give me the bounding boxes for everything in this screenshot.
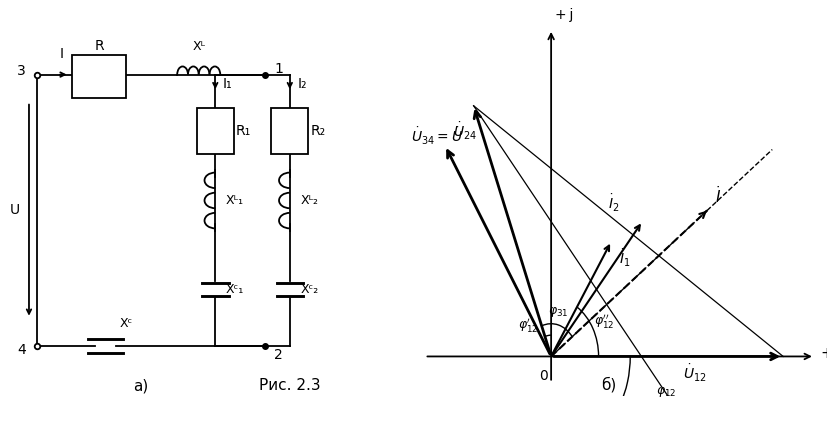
- Text: Xᴸ₂: Xᴸ₂: [300, 194, 318, 207]
- Text: Рис. 2.3: Рис. 2.3: [259, 378, 320, 393]
- Text: 1: 1: [274, 62, 283, 76]
- Text: $\dot{U}_{24}$: $\dot{U}_{24}$: [452, 121, 476, 142]
- Text: +: +: [819, 346, 827, 361]
- Text: + j: + j: [554, 8, 573, 22]
- Text: Xᶜ₁: Xᶜ₁: [226, 283, 244, 296]
- Bar: [271, 107, 308, 154]
- Text: R: R: [94, 39, 104, 53]
- Text: 4: 4: [17, 343, 26, 357]
- Text: $\varphi_{12}'$: $\varphi_{12}'$: [518, 316, 538, 334]
- Text: 0: 0: [538, 369, 547, 383]
- Text: б): б): [600, 376, 616, 392]
- Text: 2: 2: [274, 349, 283, 362]
- Bar: [73, 55, 127, 98]
- Text: Xᴸ₁: Xᴸ₁: [226, 194, 243, 207]
- Bar: [197, 107, 234, 154]
- Text: I₂: I₂: [297, 77, 306, 91]
- Text: а): а): [133, 378, 148, 393]
- Text: I: I: [60, 47, 64, 61]
- Text: $\dot{I}_2$: $\dot{I}_2$: [608, 193, 619, 214]
- Text: R₂: R₂: [310, 124, 325, 138]
- Text: $\dot{U}_{12}$: $\dot{U}_{12}$: [682, 362, 706, 384]
- Text: $\dot{U}_{34}=\dot{U}$: $\dot{U}_{34}=\dot{U}$: [411, 125, 462, 147]
- Text: Xᴸ: Xᴸ: [192, 40, 205, 53]
- Text: $\dot{I}_1$: $\dot{I}_1$: [619, 248, 630, 269]
- Text: Xᶜ: Xᶜ: [120, 317, 133, 330]
- Text: I₁: I₁: [222, 77, 232, 91]
- Text: U: U: [9, 203, 20, 217]
- Text: Xᶜ₂: Xᶜ₂: [300, 283, 318, 296]
- Text: $\varphi_{12}''$: $\varphi_{12}''$: [594, 312, 614, 330]
- Text: 3: 3: [17, 64, 26, 78]
- Text: $\dot{I}$: $\dot{I}$: [714, 185, 720, 206]
- Text: $\varphi_{31}$: $\varphi_{31}$: [547, 305, 567, 319]
- Text: R₁: R₁: [236, 124, 251, 138]
- Text: $\varphi_{12}$: $\varphi_{12}$: [655, 385, 676, 399]
